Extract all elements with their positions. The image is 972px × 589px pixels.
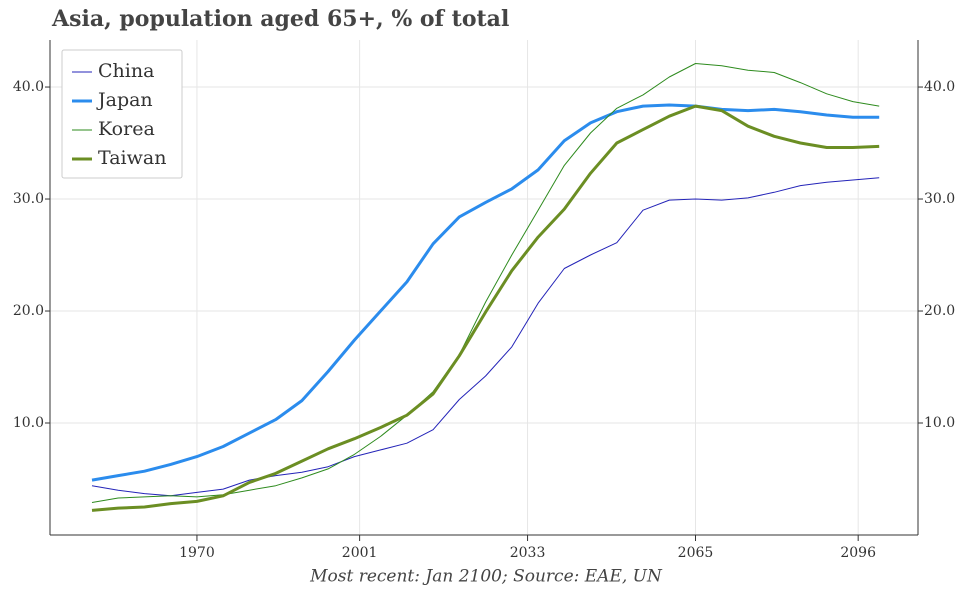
y2-tick-label: 30.0 [924, 191, 955, 207]
series-line [91, 103, 880, 482]
x-tick-label: 2065 [678, 545, 714, 561]
x-tick-label: 2033 [510, 545, 546, 561]
y-tick-label: 20.0 [13, 303, 44, 319]
x-tick-label: 2001 [342, 545, 378, 561]
y2-tick-label: 20.0 [924, 303, 955, 319]
x-tick-label: 1970 [179, 545, 215, 561]
legend-label: China [98, 60, 154, 82]
y-tick-label: 40.0 [13, 79, 44, 95]
legend-label: Taiwan [98, 147, 166, 169]
y-tick-label: 30.0 [13, 191, 44, 207]
series-line [91, 63, 880, 503]
y2-tick-label: 40.0 [924, 79, 955, 95]
y-tick-label: 10.0 [13, 415, 44, 431]
x-tick-label: 2096 [840, 545, 876, 561]
chart-title: Asia, population aged 65+, % of total [51, 6, 509, 32]
series-line [91, 177, 880, 497]
legend-label: Japan [96, 89, 153, 111]
footnote: Most recent: Jan 2100; Source: EAE, UN [309, 567, 663, 587]
legend-label: Korea [98, 118, 155, 140]
legend-box [61, 49, 183, 179]
y2-tick-label: 10.0 [924, 415, 955, 431]
series-line [91, 104, 880, 512]
